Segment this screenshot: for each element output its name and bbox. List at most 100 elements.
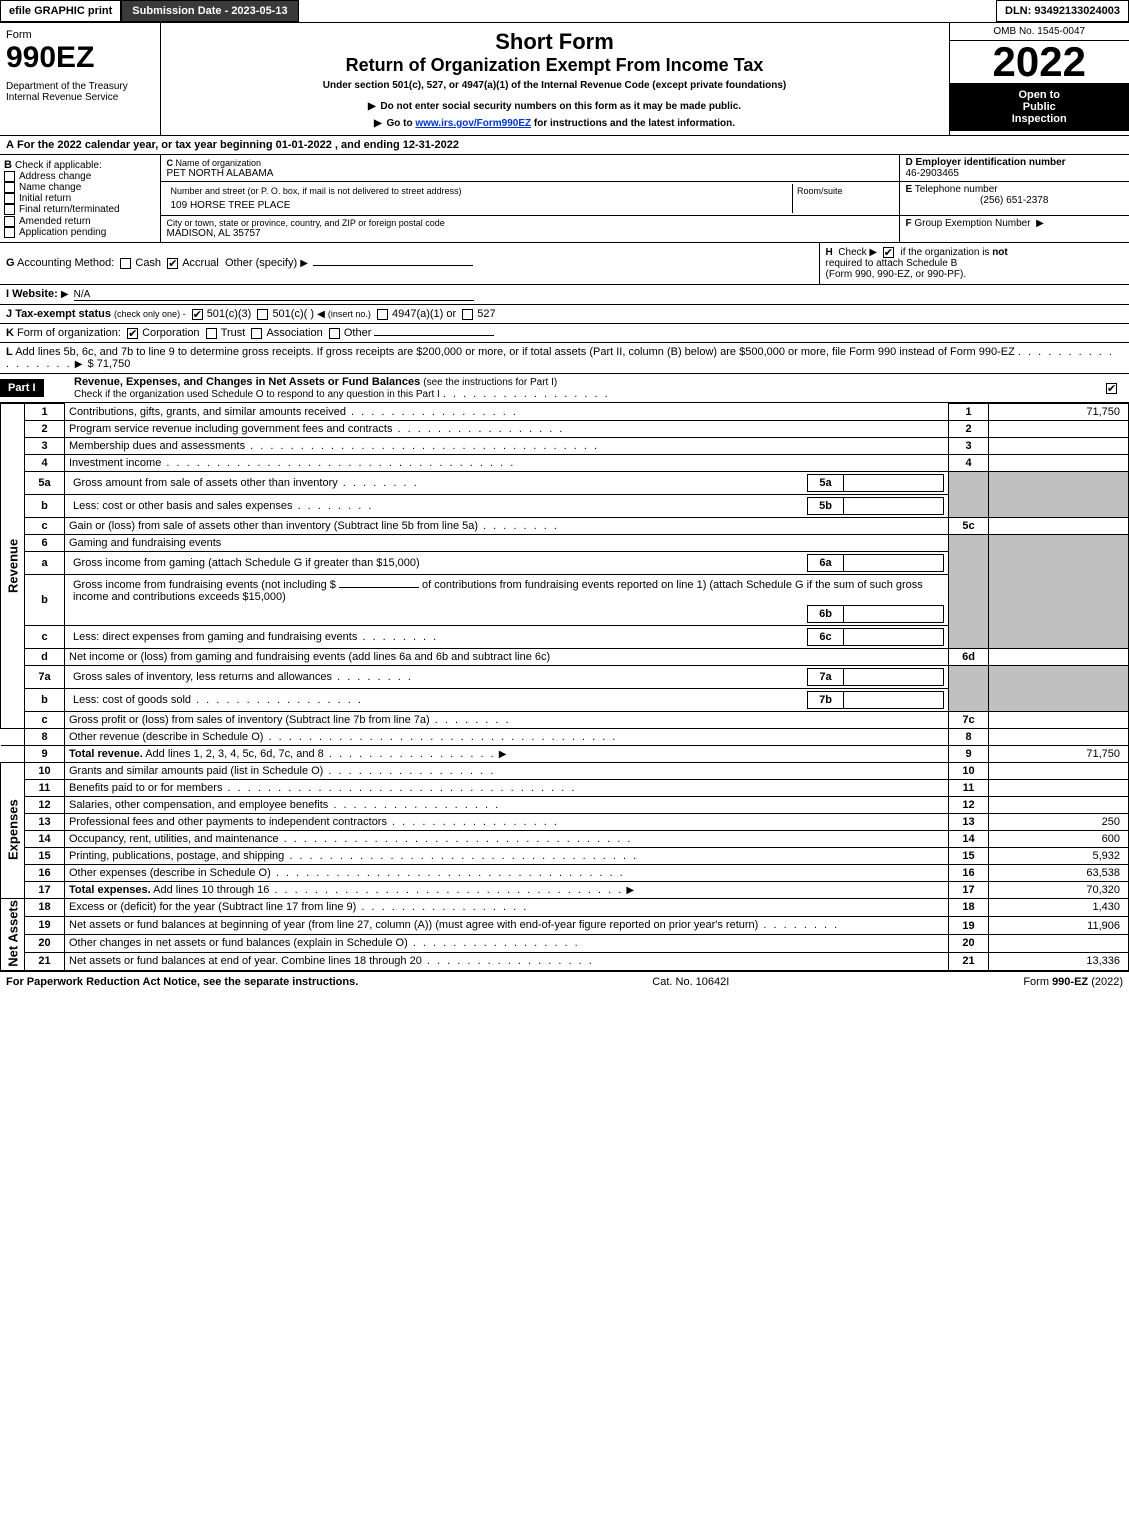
checkbox-527[interactable] bbox=[462, 309, 473, 320]
b-opt-2: Initial return bbox=[19, 193, 71, 204]
j-o3: 4947(a)(1) or bbox=[392, 308, 456, 320]
line-10-desc: Grants and similar amounts paid (list in… bbox=[69, 765, 323, 777]
part-i-title: Revenue, Expenses, and Changes in Net As… bbox=[74, 376, 420, 388]
city-label: City or town, state or province, country… bbox=[167, 218, 893, 228]
j-insert: (insert no.) bbox=[328, 309, 371, 319]
ein-value: 46-2903465 bbox=[906, 168, 1124, 179]
line-9-desc2: Add lines 1, 2, 3, 4, 5c, 6d, 7c, and 8 bbox=[143, 748, 324, 760]
footer-right-suffix: (2022) bbox=[1088, 976, 1123, 988]
line-5a-desc: Gross amount from sale of assets other t… bbox=[73, 477, 338, 489]
street-value: 109 HORSE TREE PLACE bbox=[167, 198, 793, 213]
line-7c-desc: Gross profit or (loss) from sales of inv… bbox=[69, 714, 430, 726]
top-bar: efile GRAPHIC print Submission Date - 20… bbox=[0, 0, 1129, 23]
arrow-icon bbox=[1036, 218, 1046, 229]
line-14-desc: Occupancy, rent, utilities, and maintena… bbox=[69, 833, 279, 845]
line-6c-desc: Less: direct expenses from gaming and fu… bbox=[73, 631, 357, 643]
c-name-label: Name of organization bbox=[176, 158, 262, 168]
line-13-desc: Professional fees and other payments to … bbox=[69, 816, 387, 828]
line-7b-desc: Less: cost of goods sold bbox=[73, 694, 191, 706]
line-19-desc: Net assets or fund balances at beginning… bbox=[69, 919, 758, 931]
line-6b-pre: Gross income from fundraising events (no… bbox=[73, 579, 336, 591]
phone-value: (256) 651-2378 bbox=[906, 195, 1124, 206]
l-text: Add lines 5b, 6c, and 7b to line 9 to de… bbox=[15, 346, 1015, 358]
line-6-desc: Gaming and fundraising events bbox=[69, 537, 221, 549]
arrow-icon bbox=[499, 748, 509, 760]
checkbox-application-pending[interactable] bbox=[4, 227, 15, 238]
line-6d-desc: Net income or (loss) from gaming and fun… bbox=[69, 651, 550, 663]
line-5b-desc: Less: cost or other basis and sales expe… bbox=[73, 500, 293, 512]
b-opt-3: Final return/terminated bbox=[19, 205, 120, 216]
side-netassets-label: Net Assets bbox=[5, 901, 20, 968]
no-ssn-text: Do not enter social security numbers on … bbox=[380, 101, 741, 112]
line-17-desc: Total expenses. bbox=[69, 884, 151, 896]
checkbox-amended-return[interactable] bbox=[4, 216, 15, 227]
line-5c-desc: Gain or (loss) from sale of assets other… bbox=[69, 520, 478, 532]
page-footer: For Paperwork Reduction Act Notice, see … bbox=[0, 971, 1129, 992]
line-8-desc: Other revenue (describe in Schedule O) bbox=[69, 731, 263, 743]
g-other: Other (specify) bbox=[225, 257, 297, 269]
form-number: 990EZ bbox=[6, 41, 154, 75]
checkbox-trust[interactable] bbox=[206, 328, 217, 339]
part-i-hint: (see the instructions for Part I) bbox=[423, 377, 557, 388]
checkbox-schedule-o[interactable] bbox=[1106, 383, 1117, 394]
checkbox-final-return[interactable] bbox=[4, 204, 15, 215]
checkbox-name-change[interactable] bbox=[4, 182, 15, 193]
h-t4: (Form 990, 990-EZ, or 990-PF). bbox=[826, 269, 1124, 280]
line-1-value: 71,750 bbox=[989, 403, 1129, 420]
j-o2: 501(c)( ) bbox=[272, 308, 314, 320]
efile-print-label[interactable]: efile GRAPHIC print bbox=[0, 0, 121, 22]
line-7a-desc: Gross sales of inventory, less returns a… bbox=[73, 671, 332, 683]
checkbox-other-org[interactable] bbox=[329, 328, 340, 339]
entity-info-table: B Check if applicable: Address change Na… bbox=[0, 155, 1129, 243]
arrow-icon bbox=[75, 358, 85, 370]
h-t2: if the organization is bbox=[900, 247, 992, 258]
k-o2: Trust bbox=[221, 327, 246, 339]
h-check-text: Check ▶ bbox=[838, 247, 877, 258]
b-opt-0: Address change bbox=[19, 171, 91, 182]
arrow-left-icon bbox=[317, 308, 325, 320]
dept-irs: Internal Revenue Service bbox=[6, 92, 154, 103]
checkbox-501c3[interactable] bbox=[192, 309, 203, 320]
open-line1: Open to bbox=[960, 89, 1120, 101]
b-opt-1: Name change bbox=[19, 182, 81, 193]
j-o4: 527 bbox=[477, 308, 495, 320]
open-line2: Public bbox=[960, 101, 1120, 113]
f-group-exemption-label: Group Exemption Number bbox=[914, 218, 1030, 229]
h-not: not bbox=[992, 247, 1008, 258]
room-suite-label: Room/suite bbox=[793, 184, 893, 198]
checkbox-cash[interactable] bbox=[120, 258, 131, 269]
line-1-desc: Contributions, gifts, grants, and simila… bbox=[69, 406, 346, 418]
arrow-icon bbox=[374, 118, 384, 129]
side-revenue-label: Revenue bbox=[5, 539, 20, 593]
line-15-value: 5,932 bbox=[989, 847, 1129, 864]
checkbox-initial-return[interactable] bbox=[4, 193, 15, 204]
e-phone-label: Telephone number bbox=[915, 184, 998, 195]
checkbox-h[interactable] bbox=[883, 247, 894, 258]
checkbox-4947[interactable] bbox=[377, 309, 388, 320]
k-o4: Other bbox=[344, 327, 372, 339]
short-form-title: Short Form bbox=[171, 29, 939, 55]
part-i-label: Part I bbox=[0, 379, 44, 397]
submission-date-label: Submission Date - 2023-05-13 bbox=[121, 0, 298, 22]
j-o1: 501(c)(3) bbox=[207, 308, 252, 320]
checkbox-501c[interactable] bbox=[257, 309, 268, 320]
tax-year: 2022 bbox=[950, 41, 1129, 83]
arrow-icon bbox=[368, 101, 378, 112]
g-accounting-label: Accounting Method: bbox=[17, 257, 114, 269]
form-word: Form bbox=[6, 29, 154, 41]
goto-link[interactable]: www.irs.gov/Form990EZ bbox=[415, 118, 531, 129]
line-12-desc: Salaries, other compensation, and employ… bbox=[69, 799, 328, 811]
line-3-desc: Membership dues and assessments bbox=[69, 440, 245, 452]
checkbox-accrual[interactable] bbox=[167, 258, 178, 269]
checkbox-corporation[interactable] bbox=[127, 328, 138, 339]
checkbox-address-change[interactable] bbox=[4, 171, 15, 182]
line-6a-desc: Gross income from gaming (attach Schedul… bbox=[73, 557, 420, 569]
arrow-icon bbox=[61, 288, 71, 300]
g-accrual: Accrual bbox=[182, 257, 219, 269]
footer-left: For Paperwork Reduction Act Notice, see … bbox=[6, 976, 358, 988]
org-name: PET NORTH ALABAMA bbox=[167, 168, 893, 179]
checkbox-association[interactable] bbox=[251, 328, 262, 339]
arrow-icon bbox=[300, 257, 310, 269]
line-2-desc: Program service revenue including govern… bbox=[69, 423, 392, 435]
open-to-public-box: Open to Public Inspection bbox=[950, 83, 1129, 131]
